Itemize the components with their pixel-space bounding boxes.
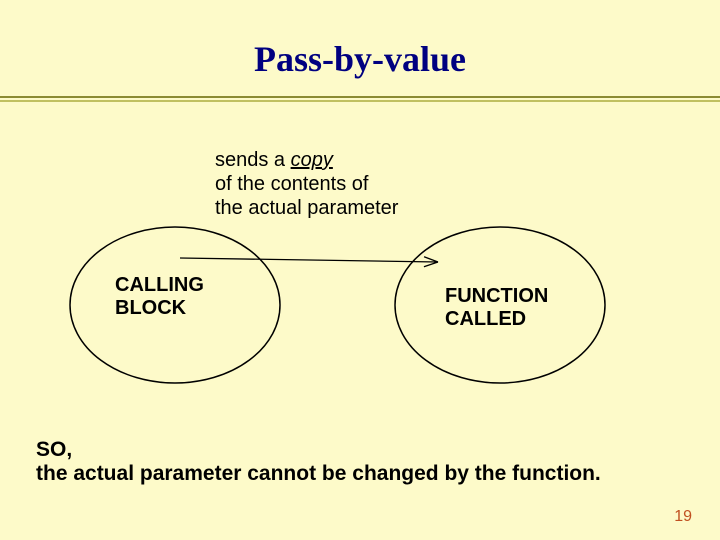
footer-line2: the actual parameter cannot be changed b… — [36, 462, 601, 486]
footer-line1: SO, — [36, 438, 601, 462]
label-function-called: FUNCTION CALLED — [445, 285, 548, 331]
arrow — [180, 257, 438, 267]
label-calling-block: CALLING BLOCK — [115, 274, 204, 320]
arrow-head-a — [424, 262, 438, 267]
footer-text: SO, the actual parameter cannot be chang… — [36, 438, 601, 486]
page-number: 19 — [674, 508, 692, 526]
arrow-line — [180, 258, 438, 262]
slide: Pass-by-value sends a copy of the conten… — [0, 0, 720, 540]
